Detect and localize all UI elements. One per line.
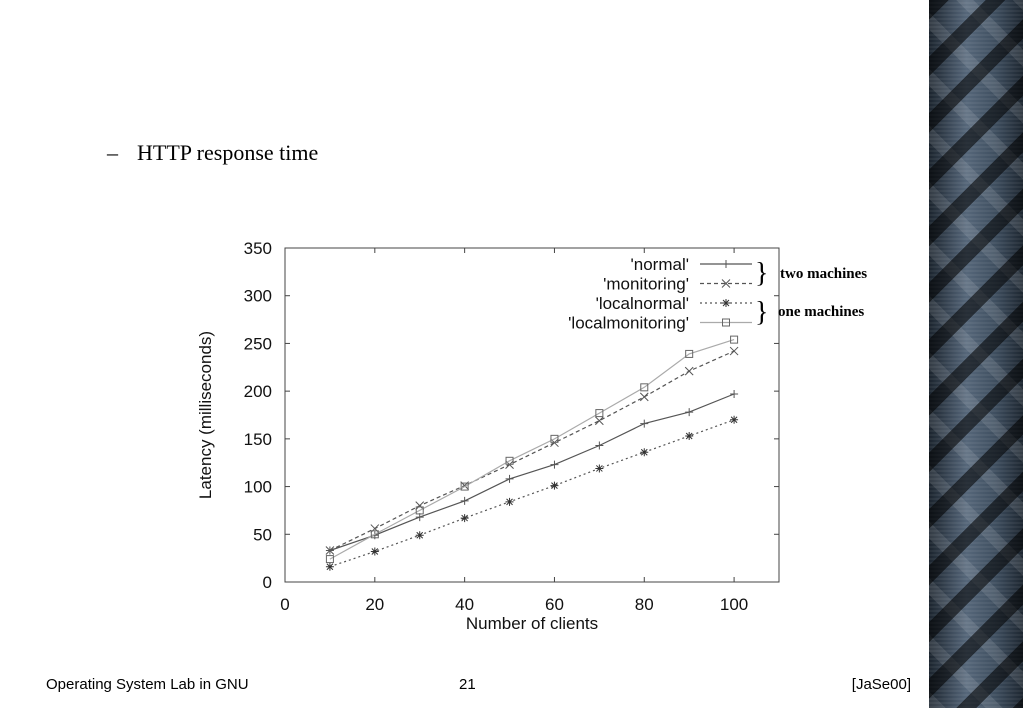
data-point: [595, 416, 604, 426]
data-point: [460, 514, 469, 523]
legend: 'normal''monitoring''localnormal''localm…: [568, 255, 752, 333]
data-point: [325, 562, 334, 571]
data-point: [460, 496, 469, 505]
bullet-item: – HTTP response time: [107, 140, 318, 166]
data-point: [730, 335, 739, 344]
one-machines-brace: }: [755, 297, 768, 328]
legend-marker: [722, 318, 730, 327]
y-axis-label: Latency (milliseconds): [196, 331, 215, 499]
data-point: [640, 383, 649, 392]
data-point: [685, 408, 694, 417]
y-tick-label: 300: [244, 287, 272, 306]
footer-course-title: Operating System Lab in GNU: [46, 676, 249, 693]
legend-marker: [722, 299, 730, 307]
series-line: [329, 350, 735, 552]
data-point: [639, 392, 649, 402]
two-machines-brace: }: [755, 258, 768, 289]
x-tick-label: 20: [365, 595, 384, 614]
x-tick-label: 40: [455, 595, 474, 614]
data-point: [370, 547, 379, 556]
decorative-side-image: [929, 0, 1023, 708]
legend-label: 'localmonitoring': [568, 314, 689, 333]
x-tick-label: 100: [720, 595, 748, 614]
x-tick-label: 80: [635, 595, 654, 614]
x-axis-label: Number of clients: [466, 614, 598, 633]
data-point: [460, 482, 469, 491]
data-point: [325, 555, 334, 564]
y-tick-label: 0: [263, 573, 272, 592]
data-point: [370, 530, 379, 539]
data-point: [684, 366, 694, 376]
data-point: [505, 474, 514, 483]
y-tick-label: 250: [244, 334, 272, 353]
data-point: [730, 415, 739, 424]
legend-label: 'normal': [631, 255, 689, 274]
data-point: [325, 546, 335, 555]
data-point: [505, 456, 514, 465]
x-tick-label: 60: [545, 595, 564, 614]
data-point: [505, 497, 514, 506]
data-point: [685, 431, 694, 440]
data-point: [685, 349, 694, 358]
one-machines-label: one machines: [778, 304, 864, 320]
bullet-text: HTTP response time: [137, 140, 319, 165]
legend-label: 'localnormal': [596, 294, 689, 313]
data-point: [729, 346, 739, 356]
series-line: [329, 393, 735, 552]
plot-frame: [284, 247, 780, 583]
y-tick-label: 150: [244, 430, 272, 449]
data-point: [415, 513, 424, 522]
series-localnormal: [325, 415, 739, 571]
series-line: [329, 419, 735, 568]
series-normal: [325, 390, 739, 555]
data-point: [415, 531, 424, 540]
data-point: [595, 441, 604, 450]
footer-reference: [JaSe00]: [851, 676, 911, 693]
x-tick-label: 0: [280, 595, 289, 614]
series-localmonitoring: [325, 335, 739, 564]
data-point: [415, 506, 424, 515]
series-layer: [325, 335, 739, 571]
legend-marker: [722, 260, 730, 268]
bullet-marker: –: [107, 140, 118, 165]
series-monitoring: [325, 346, 739, 555]
data-point: [550, 481, 559, 490]
series-line: [329, 339, 735, 560]
data-point: [550, 460, 559, 469]
legend-label: 'monitoring': [603, 275, 689, 294]
legend-marker: [721, 279, 731, 288]
data-point: [595, 409, 604, 418]
y-tick-marks: 0 50 100 150 200 250 300 350: [244, 239, 779, 592]
latency-chart: 0 20 40 60 80 100 0 50 100 150 200 250 300 350 Numbe…: [196, 239, 867, 633]
y-tick-label: 350: [244, 239, 272, 258]
data-point: [730, 390, 739, 399]
x-tick-marks: 0 20 40 60 80 100: [280, 248, 748, 614]
data-point: [550, 434, 559, 443]
y-tick-label: 200: [244, 382, 272, 401]
y-tick-label: 50: [253, 525, 272, 544]
footer-page-number: 21: [459, 676, 476, 693]
data-point: [595, 464, 604, 473]
data-point: [640, 419, 649, 428]
data-point: [640, 448, 649, 457]
two-machines-label: two machines: [780, 266, 867, 282]
y-tick-label: 100: [244, 478, 272, 497]
